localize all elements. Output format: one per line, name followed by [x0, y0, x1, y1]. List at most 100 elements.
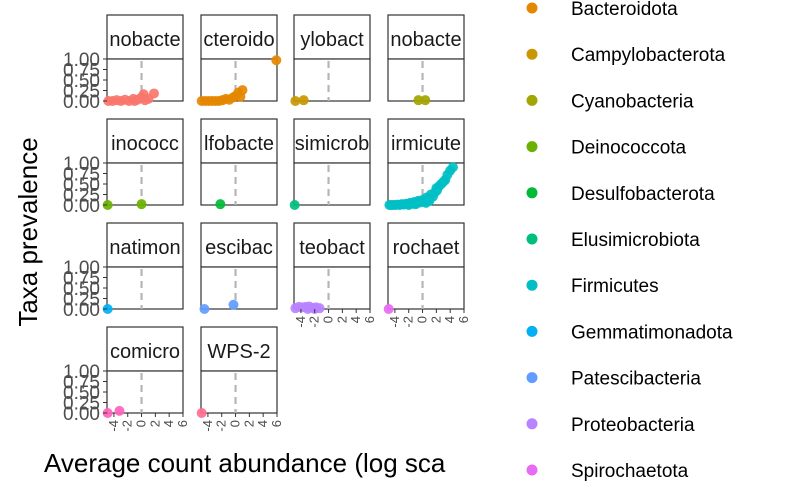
facet-panel: teobact [290, 222, 371, 314]
y-tick-label: 0.75 [63, 373, 100, 394]
facet-strip [200, 118, 278, 164]
y-tick-label: 0.25 [63, 82, 100, 103]
x-tick-label: -2 [120, 420, 135, 432]
legend-label: Firmicutes [571, 276, 659, 297]
x-tick-label: 6 [456, 316, 471, 323]
facet-strip-label: natimon [109, 237, 180, 259]
facet-strip [293, 14, 371, 60]
x-tick-label: 4 [348, 316, 363, 323]
facet-strip-label: escibac [205, 237, 273, 259]
legend-key [526, 279, 538, 291]
x-tick-label: 2 [241, 420, 256, 427]
data-point [148, 88, 159, 99]
y-tick-label: 0.25 [63, 290, 100, 311]
data-point [420, 95, 431, 106]
x-tick-label: 0 [134, 420, 149, 427]
facet-strip-label: ylobact [300, 29, 364, 51]
legend-key [526, 418, 538, 430]
x-tick-label: -4 [200, 420, 215, 432]
facet-strip-label: teobact [299, 237, 365, 259]
x-tick-label: 2 [334, 316, 349, 323]
facet-panel: nobacte [103, 14, 184, 106]
facet-plot-area [106, 162, 184, 206]
facet-panel: cteroido [196, 14, 282, 106]
y-axis-label: Taxa prevalence [13, 137, 43, 326]
facet-strip [200, 14, 278, 60]
facet-strip-label: rochaet [393, 237, 460, 259]
x-tick-label: 2 [428, 316, 443, 323]
legend: Bacteroidota Campylobacterota Cyanobacteri… [526, 0, 733, 482]
legend-key [526, 48, 538, 60]
legend-key [526, 372, 538, 384]
y-tick-label: 0.25 [63, 186, 100, 207]
data-point [102, 200, 113, 210]
facet-panel: nobacte [387, 14, 465, 106]
facet-strip-label: lfobacte [204, 133, 274, 155]
data-point [102, 408, 113, 418]
x-tick-label: 6 [175, 420, 190, 427]
data-point [235, 91, 246, 102]
legend-key [526, 233, 538, 245]
facet-strip-label: simicrob [295, 133, 369, 155]
facet-strip-label: nobacte [109, 29, 180, 51]
facet-panel: escibac [199, 222, 278, 314]
x-tick-label: 0 [415, 316, 430, 323]
x-tick-label: 4 [442, 316, 457, 323]
data-point [289, 200, 300, 210]
legend-label: Cyanobacteria [571, 91, 694, 112]
y-tick-label: 1.00 [63, 362, 100, 383]
x-tick-label: -2 [307, 316, 322, 328]
y-tick-label: 0.00 [63, 196, 100, 217]
y-tick-label: 0.00 [63, 300, 100, 321]
facet-strip [293, 222, 371, 268]
facet-strip-label: WPS-2 [207, 341, 270, 363]
x-tick-label: -4 [106, 420, 121, 432]
data-point [447, 162, 458, 173]
x-tick-label: 0 [321, 316, 336, 323]
facet-plot-area [200, 370, 278, 414]
y-axes: 0.000.250.500.751.000.000.250.500.751.00… [63, 50, 107, 425]
x-tick-label: -2 [401, 316, 416, 328]
legend-label: Campylobacterota [571, 45, 726, 66]
data-point [102, 304, 113, 314]
legend-label: Deinococcota [571, 138, 687, 159]
facet-plot-area [293, 58, 371, 102]
x-tick-label: -2 [214, 420, 229, 432]
data-point [271, 55, 282, 66]
data-point [228, 299, 239, 310]
legend-key [526, 94, 538, 106]
facet-panel: natimon [102, 222, 184, 314]
data-point [199, 304, 210, 314]
legend-label: Elusimicrobiota [571, 230, 700, 251]
data-point [136, 199, 147, 210]
legend-label: Gemmatimonadota [571, 322, 733, 343]
facet-panel: irmicute [384, 118, 465, 210]
x-tick-label: -4 [293, 316, 308, 328]
x-tick-label: 6 [269, 420, 284, 427]
facet-strip-label: cteroido [203, 29, 274, 51]
facet-panel: lfobacte [200, 118, 278, 210]
x-tick-label: 4 [161, 420, 176, 427]
facet-strip-label: inococc [111, 133, 179, 155]
facet-strip-label: nobacte [390, 29, 461, 51]
legend-label: Bacteroidota [571, 0, 678, 20]
y-tick-label: 1.00 [63, 258, 100, 279]
y-tick-label: 0.50 [63, 71, 100, 92]
x-tick-label: 6 [362, 316, 377, 323]
legend-key [526, 325, 538, 337]
legend-key [526, 187, 538, 199]
legend-key [526, 464, 538, 476]
facet-strip [106, 14, 184, 60]
facet-panel: comicro [102, 326, 184, 418]
facet-panel: WPS-2 [196, 326, 278, 418]
x-tick-label: 2 [147, 420, 162, 427]
legend-key [526, 141, 538, 153]
legend-label: Spirochaetota [571, 461, 689, 482]
data-point [413, 95, 424, 106]
y-tick-label: 0.00 [63, 92, 100, 113]
facet-strip-label: comicro [110, 341, 180, 363]
y-tick-label: 0.75 [63, 269, 100, 290]
legend-key [526, 2, 538, 14]
x-tick-label: 0 [228, 420, 243, 427]
